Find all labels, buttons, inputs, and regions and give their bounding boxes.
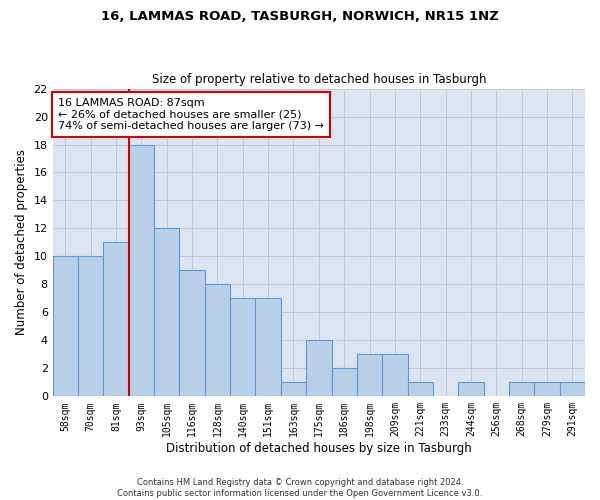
Bar [53, 256, 78, 396]
Bar [509, 382, 535, 396]
Bar [230, 298, 256, 396]
Bar [256, 298, 281, 396]
Bar [357, 354, 382, 397]
Text: Contains HM Land Registry data © Crown copyright and database right 2024.
Contai: Contains HM Land Registry data © Crown c… [118, 478, 482, 498]
Text: 16, LAMMAS ROAD, TASBURGH, NORWICH, NR15 1NZ: 16, LAMMAS ROAD, TASBURGH, NORWICH, NR15… [101, 10, 499, 23]
Bar [129, 144, 154, 396]
Bar [103, 242, 129, 396]
Bar [458, 382, 484, 396]
Bar [154, 228, 179, 396]
X-axis label: Distribution of detached houses by size in Tasburgh: Distribution of detached houses by size … [166, 442, 472, 455]
Bar [179, 270, 205, 396]
Bar [306, 340, 332, 396]
Bar [205, 284, 230, 397]
Bar [281, 382, 306, 396]
Title: Size of property relative to detached houses in Tasburgh: Size of property relative to detached ho… [152, 73, 486, 86]
Bar [560, 382, 585, 396]
Bar [407, 382, 433, 396]
Bar [382, 354, 407, 397]
Text: 16 LAMMAS ROAD: 87sqm
← 26% of detached houses are smaller (25)
74% of semi-deta: 16 LAMMAS ROAD: 87sqm ← 26% of detached … [58, 98, 324, 131]
Bar [78, 256, 103, 396]
Bar [332, 368, 357, 396]
Bar [535, 382, 560, 396]
Y-axis label: Number of detached properties: Number of detached properties [15, 150, 28, 336]
